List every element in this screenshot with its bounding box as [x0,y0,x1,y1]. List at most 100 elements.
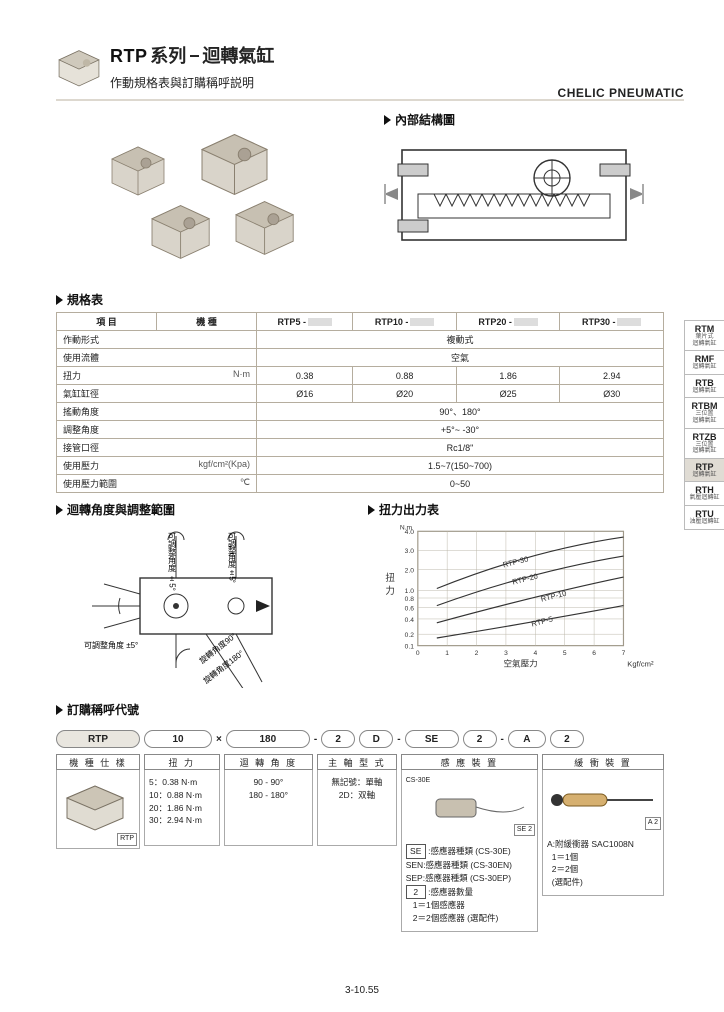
svg-text:N.m: N.m [400,524,413,531]
svg-text:0.1: 0.1 [405,643,415,650]
th-m3-text: RTP20 - [478,317,512,327]
col2-head: 扭 力 [144,754,220,770]
title-zh: 迴轉氣缸 [202,46,274,66]
col1: 機 種 仕 樣 RTP [56,750,140,849]
svg-text:3.0: 3.0 [405,548,415,555]
col5-body-text: SE :感應器種類 (CS-30E) SEN:感應器種類 (CS-30EN) S… [401,838,538,932]
page-header: RTP 系列 − 迴轉氣缸 作動規格表與訂購稱呼説明 [56,42,684,91]
row-angle-torque: 迴轉角度與調整範圍 可調整角度 ±5° 可調整角度 ±5° 可調整角度 ±5 [56,501,684,691]
code-c7: 2 [463,730,497,748]
col6-head: 緩 衝 裝 置 [542,754,664,770]
col2-body: 5：0.38 N·m10：0.88 N·m20：1.86 N·m30：2.94 … [144,770,220,846]
col1-tag: RTP [117,833,137,846]
code-c2: 10 [144,730,212,748]
damper-icon [547,776,659,822]
svg-text:RTP-5: RTP-5 [530,614,553,628]
order-title-text: 訂購稱呼代號 [67,703,139,717]
col2: 扭 力 5：0.38 N·m10：0.88 N·m20：1.86 N·m30：2… [144,750,220,846]
svg-text:0.4: 0.4 [405,617,415,624]
code-c4: 2 [321,730,355,748]
tab-rtm[interactable]: RTM葉片式迴轉氣缸 [684,320,724,351]
col5-body-img: CS-30E SE 2 [401,770,538,838]
structure-title-text: 內部結構圖 [395,113,455,127]
torque-chart: 4.03.02.01.00.80.60.40.20.101234567RTP-3… [368,518,658,678]
svg-text:0: 0 [416,650,420,657]
tab-rtu[interactable]: RTU油壓迴轉缸 [684,505,724,530]
sep-d3: - [501,734,504,745]
angle-section: 迴轉角度與調整範圍 可調整角度 ±5° 可調整角度 ±5° 可調整角度 ±5 [56,501,344,691]
th-m4-text: RTP30 - [582,317,616,327]
row-images: 內部結構圖 [56,111,684,281]
th-m2-text: RTP10 - [375,317,409,327]
structure-title: 內部結構圖 [384,111,654,128]
code-c6: SE [405,730,459,748]
code-c9: 2 [550,730,584,748]
svg-text:扭: 扭 [385,572,395,584]
tab-rtp[interactable]: RTP迴轉氣缸 [684,458,724,483]
order-title: 訂購稱呼代號 [56,701,684,718]
tab-rtzb[interactable]: RTZB三位置迴轉氣缸 [684,428,724,459]
page: RTP 系列 − 迴轉氣缸 作動規格表與訂購稱呼説明 CHELIC PNEUMA… [0,0,724,1012]
col4-head: 主 軸 型 式 [317,754,397,770]
tab-rtb[interactable]: RTB迴轉氣缸 [684,374,724,399]
page-title: RTP 系列 − 迴轉氣缸 [110,42,684,68]
spec-title-text: 規格表 [67,293,103,307]
th-m4: RTP30 - [560,313,664,331]
col6-body-text: A:附緩衝器 SAC1008N 1＝1個 2＝2個 (選配件) [542,832,664,896]
svg-text:RTP-20: RTP-20 [511,572,538,587]
brand-text: CHELIC PNEUMATIC [558,86,684,100]
col5-head: 感 應 裝 置 [401,754,538,770]
col4: 主 軸 型 式 無記號：單軸2D：双軸 [317,750,397,846]
th-m3: RTP20 - [456,313,560,331]
svg-text:7: 7 [622,650,626,657]
angle-title: 迴轉角度與調整範圍 [56,501,344,518]
col5-top-label: CS-30E [406,776,533,787]
col6-body-img: A 2 [542,770,664,832]
col1-head: 機 種 仕 樣 [56,754,140,770]
col6: 緩 衝 裝 置 A 2 A:附緩衝器 SAC1008N 1＝1個 2＝2個 (選… [542,750,664,896]
svg-text:5: 5 [563,650,567,657]
col6-tag: A 2 [645,817,661,830]
col3-body: 90 - 90°180 - 180° [224,770,314,846]
col5: 感 應 裝 置 CS-30E SE 2 SE :感應器種類 (CS-30E) S… [401,750,538,932]
torque-section: 扭力出力表 4.03.02.01.00.80.60.40.20.10123456… [368,501,664,691]
col4-body: 無記號：單軸2D：双軸 [317,770,397,846]
th-m1: RTP5 - [257,313,353,331]
svg-text:Kgf/cm²: Kgf/cm² [627,660,654,669]
tab-rtbm[interactable]: RTBM三位置迴轉氣缸 [684,397,724,428]
title-dash: − [189,46,200,66]
title-series: 系列 [150,46,186,66]
tab-rth[interactable]: RTH氣壓迴轉缸 [684,481,724,506]
order-code-row: RTP 10 × 180 - 2 D - SE 2 - A 2 [56,730,664,748]
svg-text:2.0: 2.0 [405,567,415,574]
col1-body: RTP [56,770,140,849]
svg-text:0.8: 0.8 [405,596,415,603]
code-c3: 180 [226,730,310,748]
product-photos [56,111,356,281]
svg-text:4: 4 [533,650,537,657]
sep-x: × [216,734,222,745]
angle-diagram: 可調整角度 ±5° 可調整角度 ±5° 可調整角度 ±5° 旋轉角度90° 旋轉… [56,518,344,688]
th-m1-text: RTP5 - [277,317,306,327]
adj-label-b: 可調整角度 ±5° [228,532,237,583]
structure-diagram [384,134,644,254]
spec-section: 規格表 項 目 機 種 RTP5 - RTP10 - RTP20 - RTP30… [56,291,684,493]
th-item: 項 目 [57,313,157,331]
torque-title-text: 扭力出力表 [379,503,439,517]
adj-label-c: 可調整角度 ±5° [84,640,138,650]
tab-rmf[interactable]: RMF迴轉氣缸 [684,350,724,375]
svg-text:2: 2 [475,650,479,657]
code-c1: RTP [56,730,140,748]
svg-text:力: 力 [385,585,395,597]
adj-label-a: 可調整角度 ±5° [168,532,177,591]
svg-text:空氣壓力: 空氣壓力 [503,658,537,669]
angle-title-text: 迴轉角度與調整範圍 [67,503,175,517]
code-c8: A [508,730,546,748]
page-number: 3-10.55 [345,985,379,996]
svg-text:RTP-10: RTP-10 [540,589,567,604]
svg-text:6: 6 [592,650,596,657]
svg-text:3: 3 [504,650,508,657]
sensor-icon [406,787,526,829]
structure-section: 內部結構圖 [384,111,654,281]
col3: 迴 轉 角 度 90 - 90°180 - 180° [224,750,314,846]
